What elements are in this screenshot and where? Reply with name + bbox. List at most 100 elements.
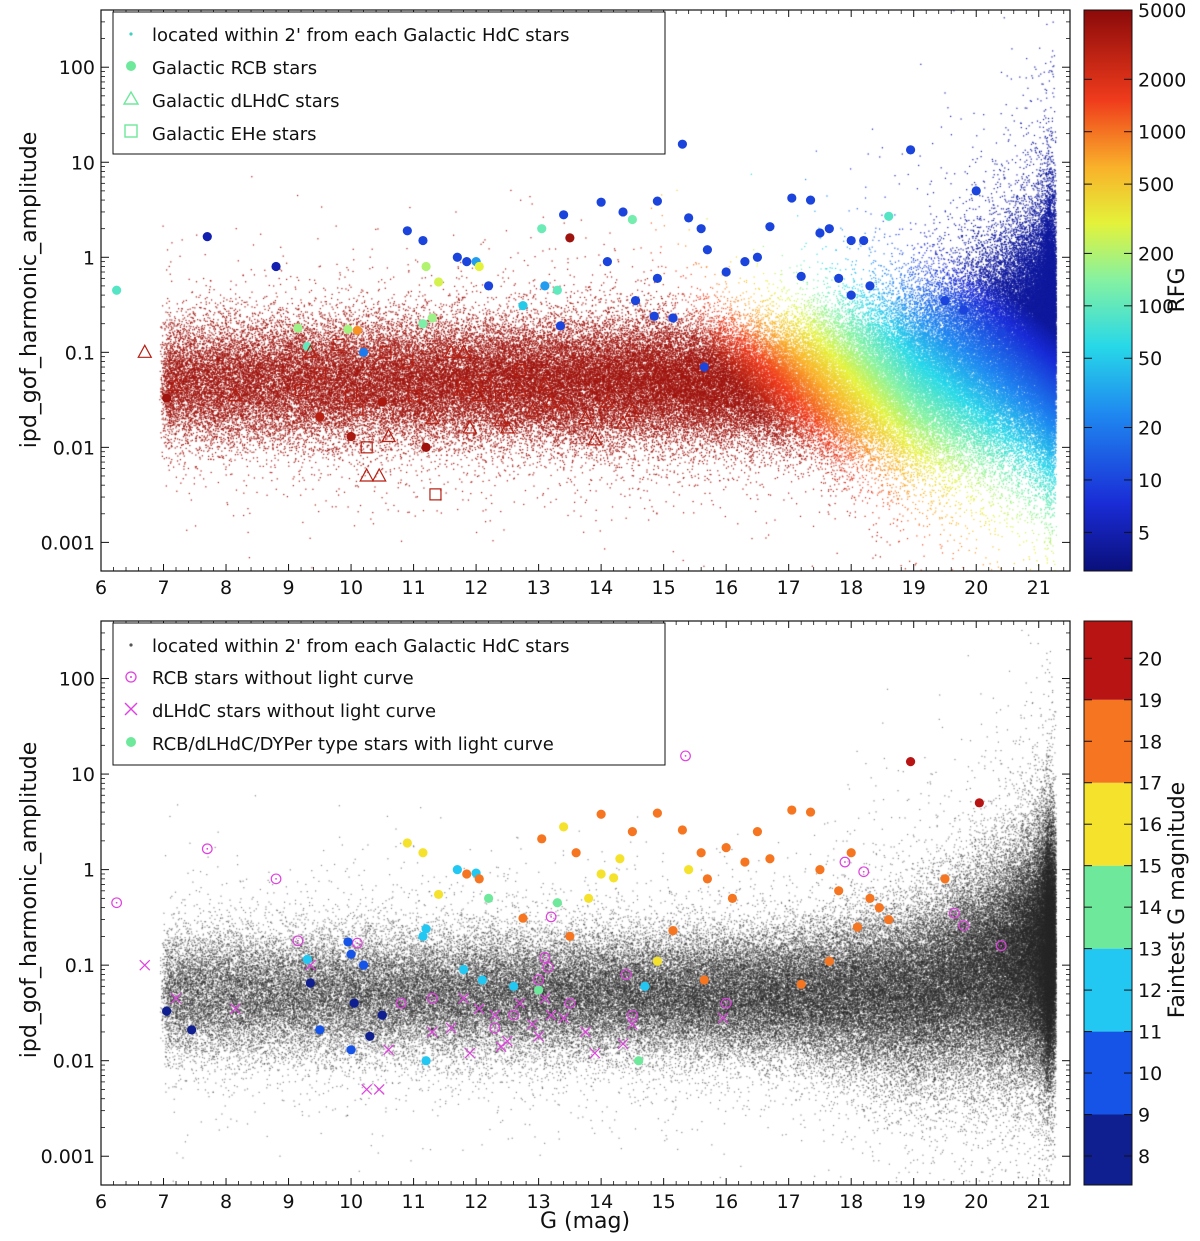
- rcb-star-point: [418, 319, 428, 329]
- rcb-no-lc-point: [395, 997, 407, 1009]
- legend-label-rcb: Galactic RCB stars: [152, 58, 317, 79]
- lc-star-point: [584, 893, 594, 903]
- plot-frame-top: [100, 9, 1071, 572]
- rcb-star-point: [652, 273, 662, 283]
- lc-star-point: [824, 956, 834, 966]
- x-tick-label: 15: [652, 1191, 676, 1213]
- dlhdc-no-lc-point: [558, 1012, 570, 1024]
- lc-star-point: [940, 874, 950, 884]
- dlhdc-star-point: [493, 412, 509, 427]
- y-tick-label: 10: [71, 152, 95, 174]
- ehe-star-point: [351, 403, 364, 416]
- lc-star-point: [905, 757, 916, 767]
- dlhdc-star-point: [456, 344, 472, 358]
- dlhdc-no-lc-point: [501, 1035, 513, 1047]
- lc-star-point: [458, 964, 469, 975]
- rcb-star-point: [971, 186, 981, 196]
- rcb-star-point: [805, 195, 816, 205]
- lc-star-point: [652, 808, 662, 818]
- rcb-star-point: [112, 285, 122, 295]
- legend-label-field-stars: located within 2' from each Galactic HdC…: [152, 25, 569, 46]
- x-tick-label: 11: [401, 1191, 425, 1213]
- rcb-star-point: [315, 412, 325, 422]
- legend-label-rcb-no-lc: RCB stars without light curve: [152, 668, 414, 689]
- x-axis-title: G (mag): [540, 1209, 630, 1234]
- hdc-markers-bottom: [111, 750, 1007, 1095]
- rcb-star-point: [555, 321, 566, 331]
- dlhdc-no-lc-point: [373, 1084, 385, 1095]
- lc-star-point: [702, 874, 713, 884]
- rcb-star-point: [684, 213, 694, 223]
- x-tick-label: 15: [652, 577, 676, 599]
- dlhdc-no-lc-point: [139, 959, 151, 971]
- lc-star-point: [421, 1056, 431, 1066]
- lc-star-point: [627, 826, 637, 837]
- lc-star-point: [615, 854, 625, 864]
- rcb-star-point: [462, 257, 472, 267]
- ehe-star-point: [360, 441, 373, 454]
- lc-star-point: [509, 981, 519, 991]
- rcb-star-point: [162, 393, 172, 403]
- rcb-no-lc-point: [958, 920, 970, 931]
- legend-label-ehe: Galactic EHe stars: [152, 124, 317, 145]
- lc-star-point: [418, 931, 428, 941]
- rcb-no-lc-point-center: [400, 1002, 402, 1005]
- lc-star-point: [805, 807, 816, 817]
- dlhdc-star-point: [556, 396, 572, 411]
- lc-star-point: [815, 865, 825, 875]
- rcb-star-point: [537, 224, 547, 234]
- rcb-star-point: [518, 301, 528, 311]
- lc-star-point: [162, 1006, 172, 1016]
- rcb-no-lc-point: [292, 935, 304, 947]
- x-tick-label: 13: [527, 1191, 551, 1213]
- ehe-star-point: [457, 379, 470, 392]
- dlhdc-no-lc-point: [539, 992, 551, 1004]
- rcb-no-lc-point-center: [962, 924, 965, 927]
- rcb-no-lc-point: [426, 992, 438, 1004]
- ehe-star-point: [379, 346, 392, 359]
- dlhdc-no-lc-point: [580, 1026, 591, 1038]
- lc-star-point: [740, 857, 750, 867]
- colorbar-tick-label: 9: [1138, 1105, 1150, 1127]
- rcb-star-point: [824, 224, 834, 234]
- dlhdc-no-lc-point: [489, 1009, 501, 1021]
- x-tick-label: 20: [964, 577, 988, 599]
- rcb-no-lc-point: [720, 997, 732, 1009]
- dlhdc-star-point: [624, 402, 640, 417]
- lc-star-point: [418, 848, 428, 858]
- lc-star-point: [462, 869, 472, 879]
- rcb-star-point: [202, 232, 212, 242]
- rcb-no-lc-point-center: [493, 1027, 496, 1029]
- bottom-panel: 6 7 8 9 10 11 12 13 14 15 16 17 18 19 20 21 0.0010.010.…: [17, 620, 1190, 1234]
- rcb-no-lc-point: [270, 873, 282, 885]
- lc-star-point: [402, 838, 412, 848]
- y-tick-label: 1: [83, 860, 95, 882]
- colorbar-tick-label: 14: [1138, 897, 1162, 919]
- ehe-star-point: [407, 389, 420, 402]
- lc-star-point: [421, 924, 431, 934]
- rcb-star-point: [565, 233, 575, 243]
- x-tick-label: 13: [527, 577, 551, 599]
- rcb-no-lc-point-center: [862, 870, 865, 873]
- dlhdc-no-lc-point: [445, 1022, 457, 1034]
- dlhdc-star-point: [462, 419, 478, 434]
- ehe-star-point: [344, 389, 358, 402]
- rcb-no-lc-point-center: [953, 912, 956, 915]
- x-axis-top: 6 7 8 9 10 11 12 13 14 15 16 17 18 19 20 21: [95, 10, 1065, 599]
- lc-star-point: [552, 898, 562, 908]
- y-axis-title-top: ipd_gof_harmonic_amplitude: [17, 132, 42, 449]
- dlhdc-star-point: [227, 387, 243, 402]
- x-tick-label: 10: [339, 577, 363, 599]
- x-tick-label: 18: [839, 1191, 863, 1213]
- dlhdc-star-point: [168, 377, 184, 391]
- rcb-no-lc-point: [626, 1009, 638, 1021]
- legend-open-circle-marker: [125, 671, 137, 683]
- plot-frame-bottom: [100, 620, 1071, 1186]
- rcb-star-point: [433, 277, 444, 287]
- colorbar-tick-label: 2000: [1138, 69, 1186, 91]
- lc-star-point: [765, 854, 775, 864]
- colorbar-tick-label: 16: [1138, 814, 1162, 836]
- y-tick-label: 0.001: [41, 1146, 95, 1168]
- rcb-star-point: [815, 228, 825, 238]
- dlhdc-no-lc-point: [426, 1026, 438, 1038]
